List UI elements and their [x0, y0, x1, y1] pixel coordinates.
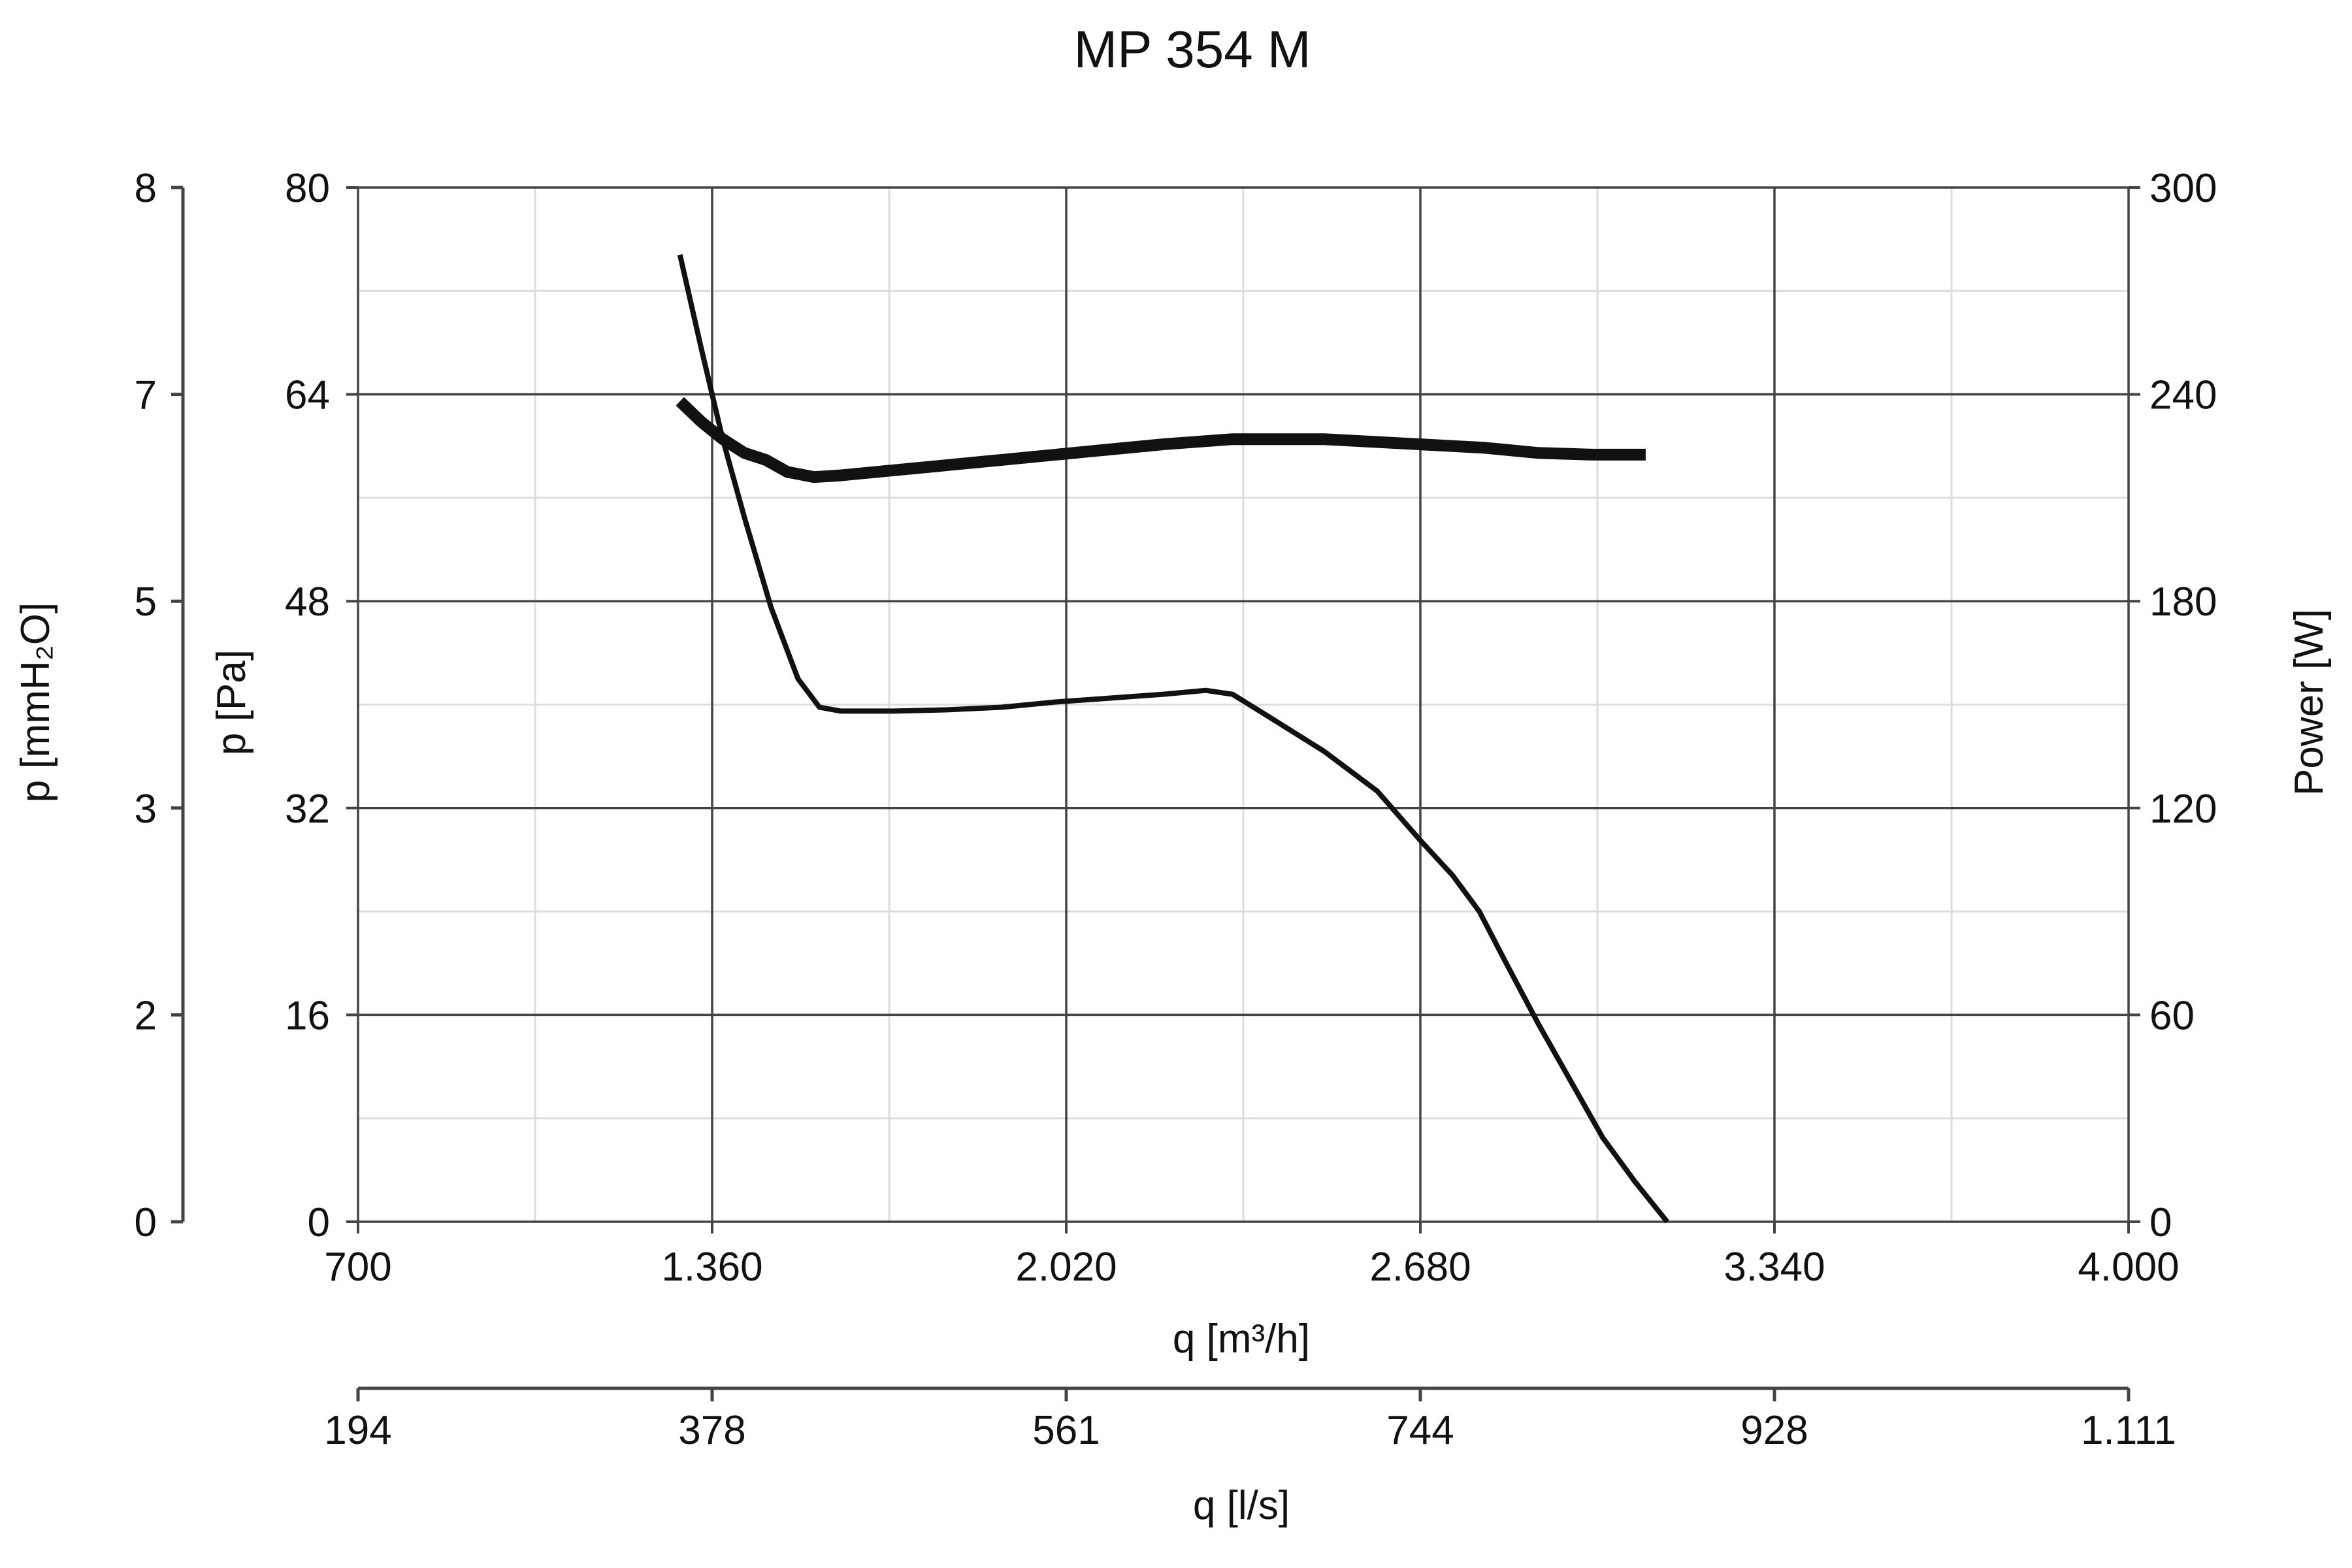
x-tick-label: 3.340 — [1723, 1245, 1825, 1290]
grid-minor — [358, 188, 2129, 1222]
x-tick-label: 700 — [324, 1245, 391, 1290]
y-tick-label: 64 — [285, 373, 330, 418]
x-tick-label: 2.680 — [1369, 1245, 1471, 1290]
x2-tick-label: 928 — [1740, 1408, 1808, 1453]
y-tick-label: 80 — [285, 166, 330, 211]
x2-tick-label: 561 — [1032, 1408, 1100, 1453]
y-axis-label-pa: p [Pa] — [209, 649, 254, 755]
y-right-tick-label: 300 — [2149, 166, 2217, 211]
y2-tick-label: 8 — [135, 166, 157, 211]
x2-axis-label: q [l/s] — [1193, 1483, 1290, 1528]
tick-labels: 0 0 0 16 2 60 32 3 120 48 5 180 64 7 240 80 8 300 700 194 1.… — [135, 166, 2217, 1453]
pressure-curve — [677, 254, 1669, 1224]
y2-tick-label: 2 — [135, 993, 157, 1038]
y-tick-label: 32 — [285, 787, 330, 832]
x-tick-label: 2.020 — [1015, 1245, 1117, 1290]
curves — [676, 254, 1669, 1224]
x-tick-label: 4.000 — [2078, 1245, 2179, 1290]
x-axis-label: q [m³/h] — [1173, 1316, 1310, 1362]
x2-tick-label: 378 — [678, 1408, 745, 1453]
y-tick-label: 48 — [285, 580, 330, 625]
y-right-tick-label: 180 — [2149, 580, 2217, 625]
y2-tick-label: 3 — [135, 787, 157, 832]
x2-tick-label: 1.111 — [2081, 1408, 2176, 1453]
y2-tick-label: 7 — [135, 373, 157, 418]
y2-tick-label: 0 — [135, 1200, 157, 1245]
y2-tick-label: 5 — [135, 580, 157, 625]
x-tick-label: 1.360 — [661, 1245, 762, 1290]
axes — [171, 186, 2140, 1401]
y-axis-label-power: Power [W] — [2287, 609, 2332, 796]
chart-title: MP 354 M — [1073, 20, 1311, 78]
x2-tick-label: 194 — [324, 1408, 391, 1453]
y-tick-label: 0 — [308, 1200, 330, 1245]
power-curve — [676, 397, 1646, 483]
y-axis-label-mmh2o: p [mmH₂O] — [13, 602, 58, 803]
y-right-tick-label: 120 — [2149, 787, 2217, 832]
y-tick-label: 16 — [285, 993, 330, 1038]
x2-tick-label: 744 — [1386, 1408, 1454, 1453]
y-right-tick-label: 0 — [2149, 1200, 2172, 1245]
grid-major — [357, 186, 2130, 1223]
y-right-tick-label: 60 — [2149, 993, 2195, 1038]
y-right-tick-label: 240 — [2149, 373, 2217, 418]
